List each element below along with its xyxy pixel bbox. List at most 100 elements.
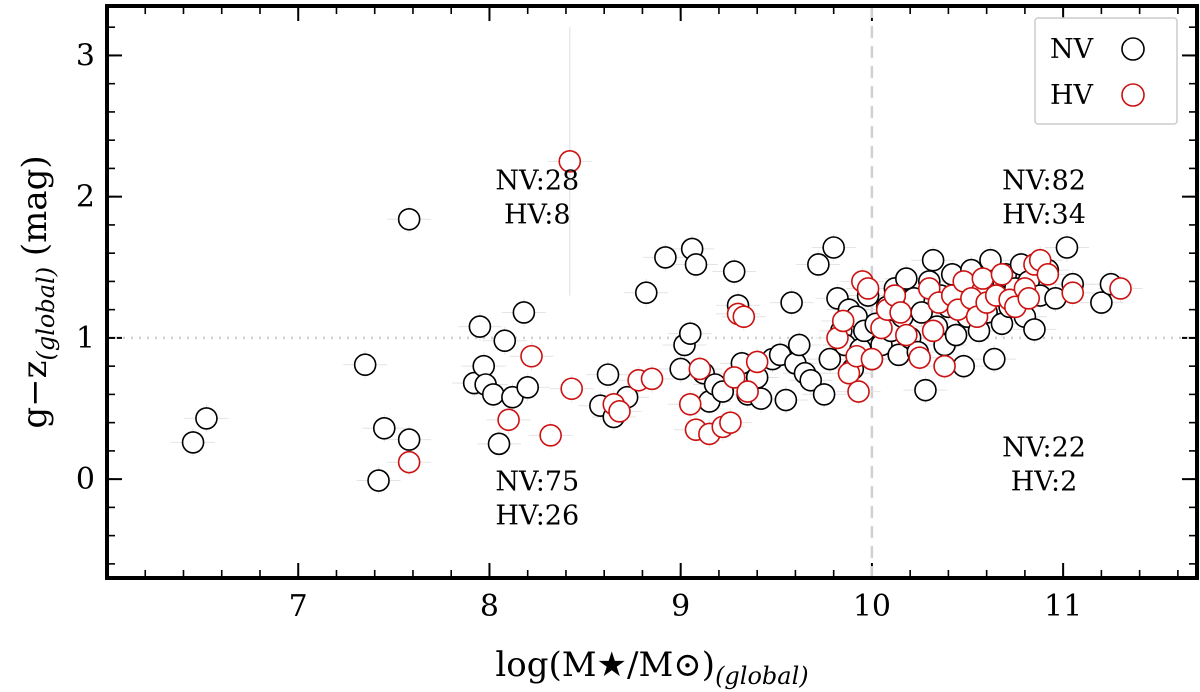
data-point-hv [608, 400, 631, 423]
data-point-hv [1109, 277, 1132, 300]
data-point-nv [982, 347, 1006, 371]
data-point-hv [732, 305, 756, 329]
data-point-hv [558, 150, 582, 173]
data-point-nv [914, 378, 937, 402]
x-tick-label: 10 [853, 589, 891, 624]
data-point-nv [807, 253, 830, 276]
data-point-hv [1061, 281, 1085, 305]
annotation-top-left: NV:28 HV:8 [495, 166, 579, 231]
y-tick-label: 2 [76, 180, 95, 215]
data-point-nv [634, 281, 658, 305]
data-point-nv [822, 236, 845, 259]
data-point-nv [921, 248, 945, 272]
data-point-nv [722, 260, 746, 283]
data-point-hv [831, 309, 855, 333]
data-point-nv [512, 301, 536, 324]
annotation-line: HV:8 [504, 200, 571, 231]
data-point-nv [353, 353, 377, 377]
data-point-nv [487, 432, 511, 456]
y-axis-title-subscript: (global) [32, 267, 60, 361]
plot-frame [105, 4, 1199, 580]
x-tick-label: 7 [289, 589, 308, 624]
legend-box [1034, 17, 1178, 125]
x-tick-label: 11 [1044, 589, 1082, 624]
data-point-nv [952, 354, 976, 378]
x-axis-title: log(M★/M⊙)(global) [495, 645, 808, 690]
x-axis-title-subscript: (global) [715, 662, 809, 690]
data-point-hv [497, 408, 520, 432]
annotation-line: HV:2 [1011, 467, 1078, 498]
data-point-hv [736, 380, 759, 403]
data-point-nv [468, 315, 492, 338]
data-point-nv [818, 347, 842, 371]
data-point-hv [722, 366, 746, 389]
data-point-nv [895, 267, 918, 290]
data-point-nv [367, 469, 390, 492]
data-point-nv [493, 329, 517, 353]
data-point-hv [688, 357, 712, 381]
data-point-nv [516, 376, 540, 399]
annotation-bottom-right: NV:22 HV:2 [1002, 433, 1086, 498]
data-point-hv [560, 377, 583, 401]
data-point-hv [860, 347, 884, 371]
annotation-line: NV:28 [495, 166, 579, 197]
y-axis-title-main: g−z [15, 361, 55, 429]
data-point-nv [1055, 236, 1079, 259]
data-point-hv [971, 267, 995, 290]
data-point-hv [640, 367, 664, 391]
x-tick-label: 9 [671, 589, 690, 624]
data-point-nv [372, 416, 396, 440]
data-point-nv [944, 323, 968, 347]
legend-marker-nv [1121, 37, 1145, 61]
annotation-line: HV:26 [495, 500, 579, 531]
data-point-hv [1036, 263, 1060, 286]
data-point-nv [812, 383, 836, 406]
annotation-line: HV:34 [1002, 200, 1086, 231]
data-point-hv [921, 319, 945, 343]
data-point-hv [397, 450, 421, 474]
annotation-line: NV:75 [495, 466, 579, 497]
data-point-hv [539, 424, 562, 447]
data-point-nv [787, 333, 811, 357]
data-point-nv [195, 407, 218, 430]
data-point-hv [908, 346, 932, 369]
data-point-hv [856, 277, 880, 300]
y-axis-title: g−z(global) (mag) [15, 155, 60, 428]
data-point-hv [895, 323, 918, 347]
data-point-hv [678, 392, 702, 416]
data-points [181, 150, 1132, 492]
data-point-nv [780, 291, 803, 314]
data-point-hv [520, 344, 543, 368]
data-point-hv [745, 350, 769, 374]
data-point-nv [397, 428, 421, 451]
legend-label-nv: NV [1050, 34, 1094, 65]
legend: NV HV [1034, 17, 1178, 125]
legend-marker-hv [1121, 83, 1145, 107]
data-point-nv [181, 431, 205, 454]
data-point-nv [669, 357, 692, 381]
data-point-nv [397, 207, 421, 231]
annotation-top-right: NV:82 HV:34 [1002, 166, 1086, 231]
data-point-hv [1017, 287, 1041, 310]
x-tick-label: 8 [480, 589, 499, 624]
data-point-nv [596, 363, 620, 386]
data-point-nv [799, 368, 823, 392]
annotation-line: NV:22 [1002, 433, 1086, 464]
annotation-bottom-left: NV:75 HV:26 [495, 466, 579, 531]
quadrant-count-annotations: NV:28 HV:8 NV:82 HV:34 NV:75 HV:26 NV:22 HV:2 [495, 166, 1086, 532]
data-point-nv [1023, 318, 1046, 341]
data-point-nv [774, 388, 798, 412]
data-point-hv [990, 263, 1014, 286]
x-axis-title-main: log(M★/M⊙) [495, 645, 715, 685]
tick-labels: 7 8 9 10 11 0 1 2 3 [76, 38, 1082, 624]
data-point-hv [719, 411, 742, 434]
annotation-line: NV:82 [1002, 166, 1086, 197]
data-point-nv [481, 383, 505, 406]
data-point-hv [847, 380, 870, 403]
y-tick-label: 1 [76, 321, 95, 356]
data-point-nv [684, 253, 708, 276]
data-point-hv [889, 301, 912, 324]
data-point-nv [678, 322, 702, 345]
data-point-hv [933, 354, 956, 378]
